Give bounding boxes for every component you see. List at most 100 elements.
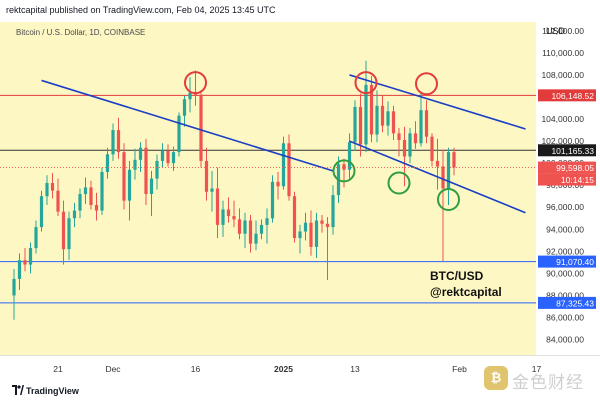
candle (39, 196, 44, 228)
level-tag-bg (538, 255, 596, 268)
x-tick-label: 17 (532, 364, 542, 374)
candle (353, 106, 357, 143)
annotation-pair: BTC/USD (430, 269, 484, 283)
y-tick-label: 112,000.00 (542, 26, 584, 36)
candle (441, 166, 445, 189)
candle (446, 152, 451, 189)
candle (166, 151, 170, 164)
candle (369, 84, 374, 135)
highlight-circle (332, 159, 356, 183)
candle (149, 178, 154, 195)
candle (171, 152, 176, 164)
candle (215, 188, 220, 225)
candle (122, 152, 126, 201)
candle (45, 182, 49, 197)
candle (160, 151, 165, 161)
x-tick-label: 21 (53, 364, 63, 374)
level-tag: 101,165.33 (551, 146, 594, 156)
candle (138, 147, 143, 160)
candle (34, 227, 38, 249)
candle (100, 171, 104, 211)
candle (221, 209, 225, 225)
candle (72, 210, 77, 219)
candle (133, 159, 137, 170)
y-tick-label: 110,000.00 (542, 48, 584, 58)
highlight-circle (437, 188, 460, 212)
candle (419, 110, 423, 144)
level-tag: 91,070.40 (556, 257, 594, 267)
candle (298, 231, 302, 239)
highlight-circle (354, 71, 378, 95)
candle (452, 152, 456, 168)
candle (199, 94, 203, 161)
candle (424, 110, 429, 137)
tradingview-brand[interactable]: TradingView (26, 386, 79, 396)
trendline (41, 79, 334, 172)
candle (397, 133, 401, 140)
candle (111, 130, 115, 155)
y-tick-label: 96,000.00 (546, 202, 584, 212)
y-tick-label: 88,000.00 (546, 290, 584, 300)
watermark: ₿ 金色财经 (484, 364, 594, 396)
y-tick-label: 108,000.00 (541, 70, 584, 80)
candle (402, 139, 407, 157)
candle (105, 154, 110, 172)
candle (237, 219, 242, 234)
countdown-tag-bg (538, 173, 596, 186)
x-tick-label: 13 (350, 364, 360, 374)
candle (380, 105, 385, 126)
candle (386, 111, 390, 126)
y-tick-label: 92,000.00 (546, 246, 584, 256)
candle (408, 133, 412, 157)
candle (56, 190, 60, 212)
chart-annotation: BTC/USD @rektcapital (430, 268, 502, 300)
candle (292, 196, 297, 239)
candle (28, 248, 33, 265)
candle (182, 99, 187, 116)
candle (430, 136, 434, 161)
x-tick-label: 2025 (274, 364, 293, 374)
publish-info: rektcapital published on TradingView.com… (6, 5, 276, 15)
candle (67, 218, 71, 250)
candle (50, 182, 55, 191)
candle (364, 84, 368, 145)
symbol-title: Bitcoin / U.S. Dollar, 1D, COINBASE (16, 28, 146, 37)
candle (78, 194, 82, 211)
candle (83, 187, 88, 195)
x-tick-label: Feb (452, 364, 467, 374)
candle (347, 142, 352, 170)
candle (281, 143, 286, 187)
candle (276, 181, 280, 187)
candle (435, 160, 440, 167)
candle (331, 195, 335, 228)
candle (358, 106, 363, 145)
currency-label: USD (546, 26, 566, 36)
candle (17, 260, 22, 279)
candle (89, 187, 93, 206)
candle (320, 220, 324, 224)
candle (226, 209, 231, 217)
candle (232, 216, 236, 220)
level-tag-bg (538, 144, 596, 157)
price-tag-bg (538, 161, 596, 174)
countdown-tag: 10:14:15 (561, 175, 594, 185)
candle (325, 223, 330, 228)
level-tag-bg (538, 89, 596, 102)
y-tick-label: 90,000.00 (546, 268, 584, 278)
candle (254, 233, 258, 244)
level-tag: 106,148.52 (551, 91, 594, 101)
candle (12, 278, 16, 296)
highlight-circle (387, 171, 411, 195)
candle (259, 224, 264, 234)
tradingview-logo-icon[interactable] (12, 385, 24, 395)
candle (61, 211, 66, 250)
candle (155, 160, 159, 179)
candle (127, 169, 132, 201)
publish-header: rektcapital published on TradingView.com… (0, 0, 600, 22)
x-tick-label: Dec (105, 364, 121, 374)
highlight-circle (415, 72, 438, 96)
watermark-badge-icon: ₿ (484, 366, 508, 390)
candle (94, 205, 99, 211)
candle (287, 143, 291, 197)
